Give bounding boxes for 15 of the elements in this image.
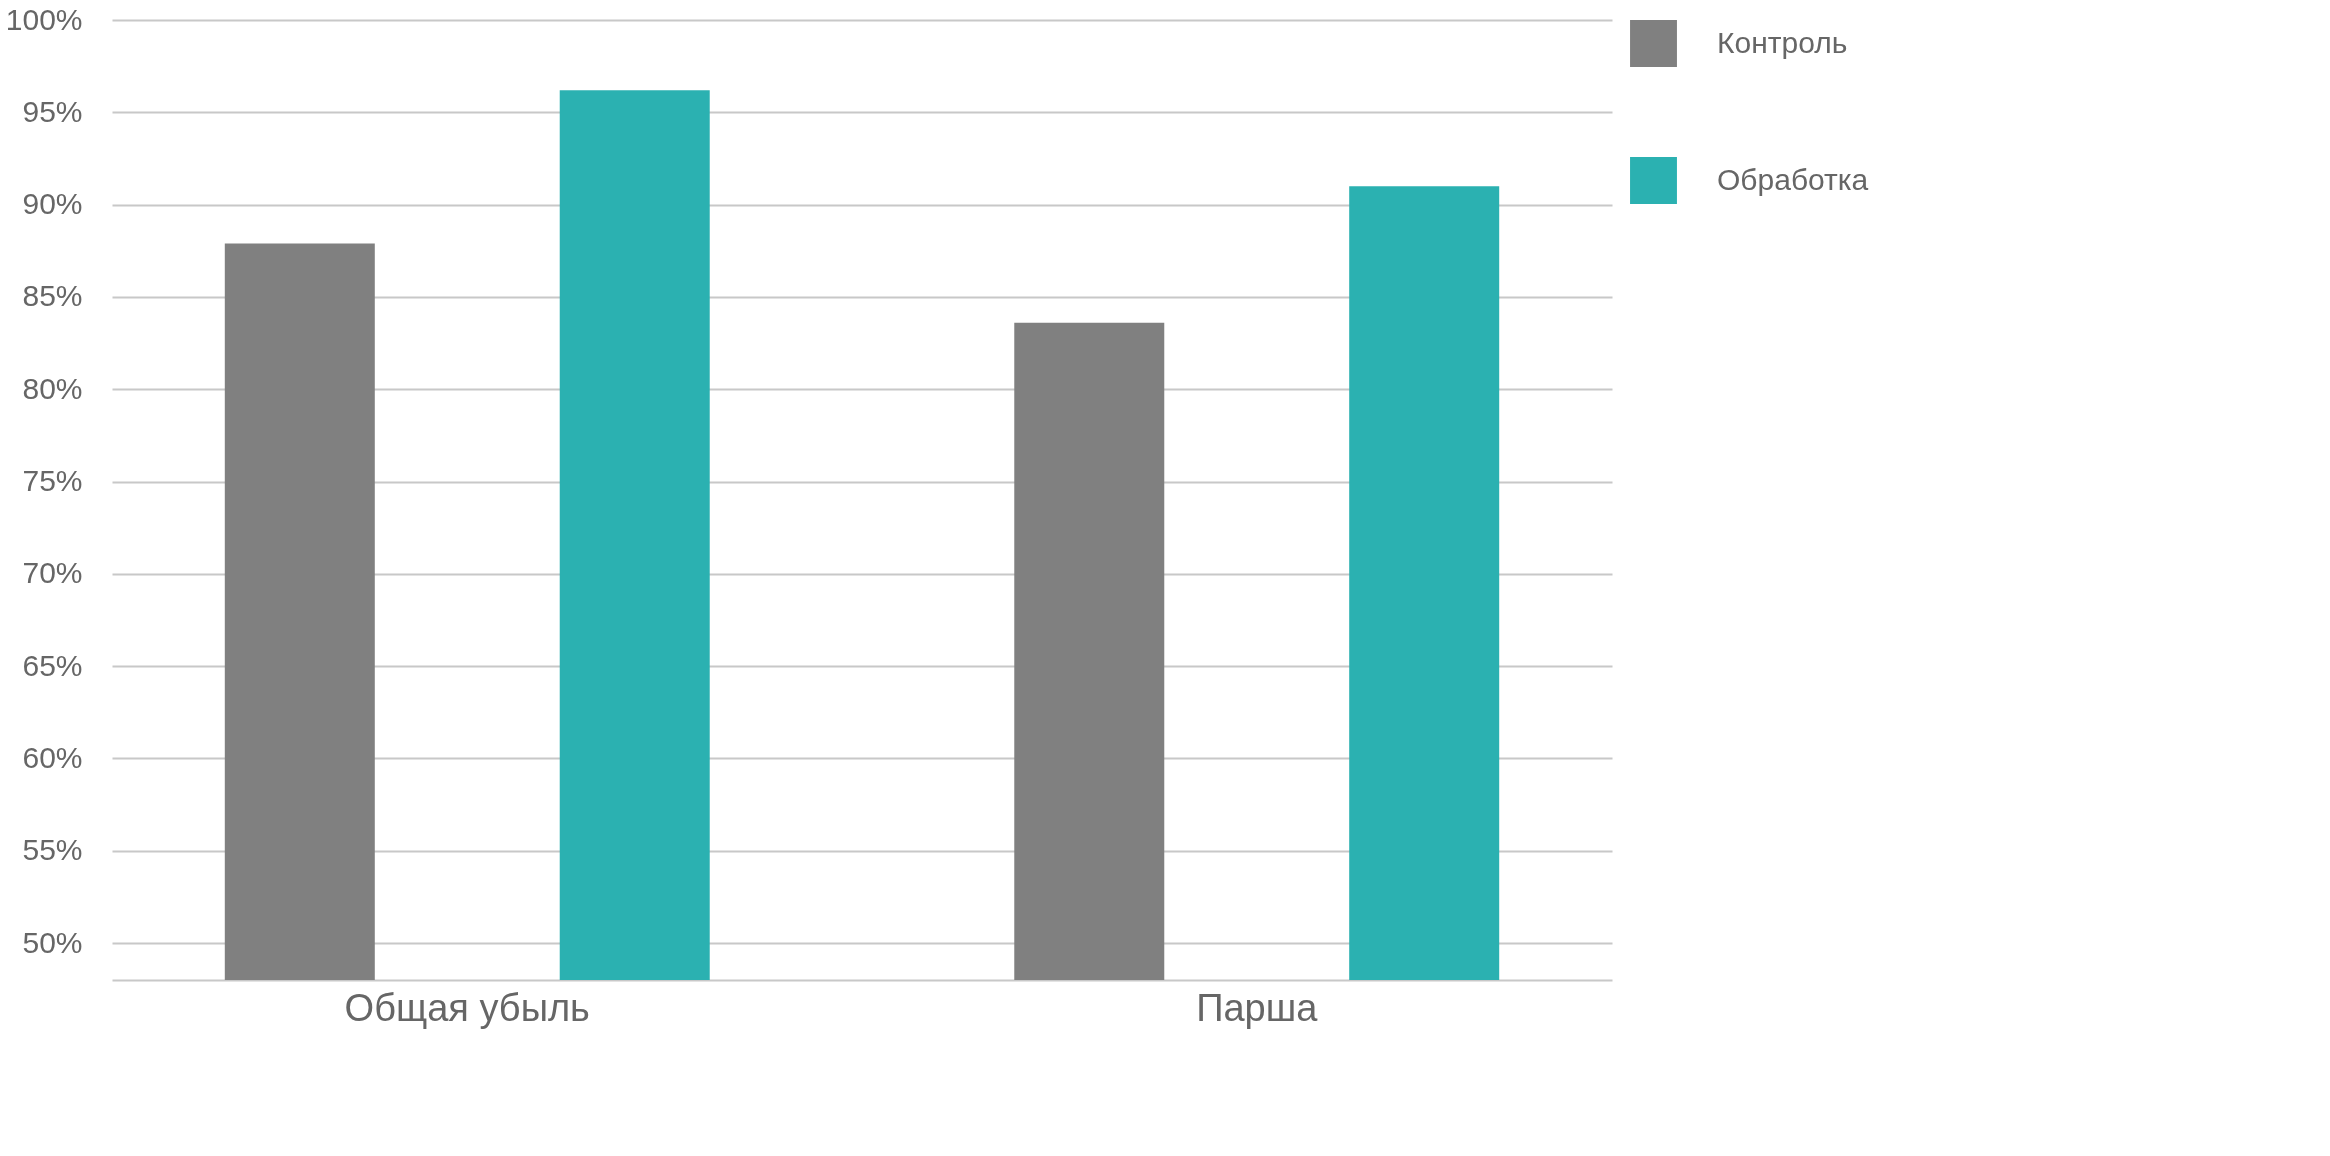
y-tick-label: 60% — [22, 740, 83, 774]
legend-label: Обработка — [1717, 162, 1869, 196]
y-tick-label: 55% — [22, 833, 83, 867]
x-tick-label: Общая убыль — [344, 986, 590, 1029]
y-tick-label: 85% — [22, 279, 83, 313]
y-tick-label: 90% — [22, 187, 83, 221]
y-tick-label: 80% — [22, 371, 83, 405]
y-tick-label: 95% — [22, 94, 83, 128]
legend-label: Контроль — [1717, 25, 1848, 59]
y-tick-label: 75% — [22, 464, 83, 498]
y-tick-label: 100% — [5, 2, 83, 36]
x-tick-label: Парша — [1196, 986, 1319, 1029]
y-tick-label: 70% — [22, 556, 83, 590]
y-tick-label: 65% — [22, 648, 83, 682]
y-tick-label: 50% — [22, 925, 83, 959]
